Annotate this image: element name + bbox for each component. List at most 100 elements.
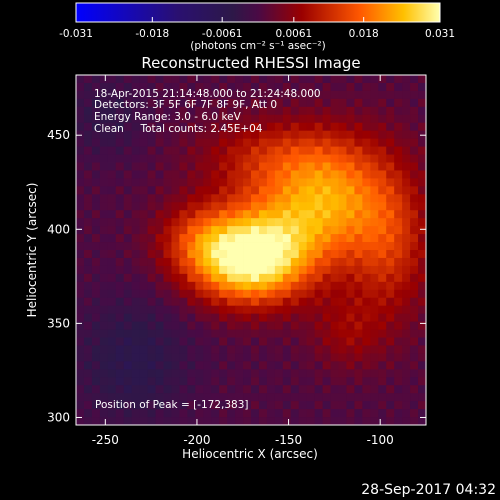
heatmap-cell xyxy=(187,194,196,203)
heatmap-cell xyxy=(346,194,355,203)
heatmap-cell xyxy=(83,377,93,386)
heatmap-cell xyxy=(322,242,331,251)
heatmap-cell xyxy=(211,345,220,354)
heatmap-cell xyxy=(83,194,93,203)
heatmap-cell xyxy=(314,257,323,267)
heatmap-cell xyxy=(354,250,363,259)
heatmap-cell xyxy=(354,353,363,362)
heatmap-cell xyxy=(298,90,308,100)
heatmap-cell xyxy=(123,90,133,100)
heatmap-cell xyxy=(227,369,236,378)
y-tick-label: 400 xyxy=(47,222,70,236)
heatmap-cell xyxy=(354,75,363,84)
heatmap-cell xyxy=(243,75,252,84)
heatmap-cell xyxy=(107,162,117,171)
heatmap-cell xyxy=(266,250,276,259)
heatmap-cell xyxy=(410,90,419,100)
heatmap-cell xyxy=(418,242,426,251)
heatmap-cell xyxy=(386,265,395,275)
heatmap-cell xyxy=(386,218,395,227)
heatmap-cell xyxy=(171,265,180,275)
heatmap-cell xyxy=(203,273,212,283)
heatmap-cell xyxy=(243,218,252,227)
heatmap-cell xyxy=(179,345,188,354)
heatmap-cell xyxy=(322,329,331,338)
heatmap-cell xyxy=(235,242,244,251)
heatmap-cell xyxy=(195,257,204,267)
heatmap-cell xyxy=(179,385,188,394)
heatmap-cell xyxy=(298,218,308,227)
heatmap-cell xyxy=(330,98,339,108)
heatmap-cell xyxy=(235,265,244,275)
heatmap-cell xyxy=(211,393,220,402)
heatmap-cell xyxy=(266,194,276,203)
heatmap-cell xyxy=(107,305,117,315)
heatmap-cell xyxy=(410,305,419,315)
heatmap-cell xyxy=(298,385,308,394)
heatmap-cell xyxy=(171,281,180,291)
heatmap-cell xyxy=(251,369,260,378)
heatmap-cell xyxy=(123,385,133,394)
heatmap-cell xyxy=(378,90,387,100)
heatmap-cell xyxy=(76,75,85,84)
heatmap-cell xyxy=(171,186,180,195)
heatmap-cell xyxy=(99,226,109,235)
heatmap-cell xyxy=(243,409,252,418)
heatmap-cell xyxy=(330,401,339,410)
heatmap-cell xyxy=(290,369,300,378)
heatmap-cell xyxy=(370,393,379,402)
heatmap-cell xyxy=(107,154,117,163)
heatmap-cell xyxy=(91,130,101,140)
heatmap-cell xyxy=(410,234,419,243)
heatmap-cell xyxy=(171,202,180,211)
heatmap-cell xyxy=(330,361,339,370)
heatmap-cell xyxy=(107,210,117,219)
heatmap-cell xyxy=(282,250,292,259)
heatmap-cell xyxy=(235,75,244,84)
heatmap-cell xyxy=(362,305,371,315)
heatmap-cell xyxy=(402,265,411,275)
footer-timestamp: 28-Sep-2017 04:32 xyxy=(361,482,496,498)
heatmap-cell xyxy=(282,186,292,195)
heatmap-cell xyxy=(282,313,292,322)
heatmap-cell xyxy=(410,138,419,147)
heatmap-cell xyxy=(195,417,204,425)
heatmap-cell xyxy=(91,401,101,410)
heatmap-cell xyxy=(211,186,220,195)
heatmap-cell xyxy=(251,146,260,155)
heatmap-cell xyxy=(338,337,347,346)
heatmap-cell xyxy=(314,210,323,219)
heatmap-cell xyxy=(338,170,347,179)
heatmap-cell xyxy=(203,385,212,394)
heatmap-cell xyxy=(131,353,141,362)
heatmap-cell xyxy=(211,321,220,330)
heatmap-cell xyxy=(139,82,148,92)
heatmap-cell xyxy=(410,353,419,362)
heatmap-cell xyxy=(306,186,316,195)
heatmap-cell xyxy=(123,130,133,140)
heatmap-cell xyxy=(378,329,387,338)
heatmap-cell xyxy=(187,313,196,322)
heatmap-cell xyxy=(91,281,101,291)
heatmap-cell xyxy=(306,417,316,425)
heatmap-cell xyxy=(370,202,379,211)
heatmap-cell xyxy=(211,154,220,163)
heatmap-cell xyxy=(266,154,276,163)
heatmap-cell xyxy=(402,138,411,147)
heatmap-cell xyxy=(107,82,117,92)
heatmap-cell xyxy=(195,305,204,315)
heatmap-cell xyxy=(195,297,204,307)
heatmap-cell xyxy=(203,218,212,227)
heatmap-cell xyxy=(410,82,419,92)
heatmap-cell xyxy=(346,178,355,187)
heatmap-cell xyxy=(115,186,125,195)
heatmap-cell xyxy=(139,281,148,291)
heatmap-cell xyxy=(123,345,133,354)
heatmap-cell xyxy=(362,186,371,195)
heatmap-cell xyxy=(123,210,133,219)
heatmap-cell xyxy=(147,194,156,203)
heatmap-cell xyxy=(83,162,93,171)
heatmap-cell xyxy=(115,106,125,116)
heatmap-cell xyxy=(163,321,172,330)
heatmap-cell xyxy=(386,369,395,378)
